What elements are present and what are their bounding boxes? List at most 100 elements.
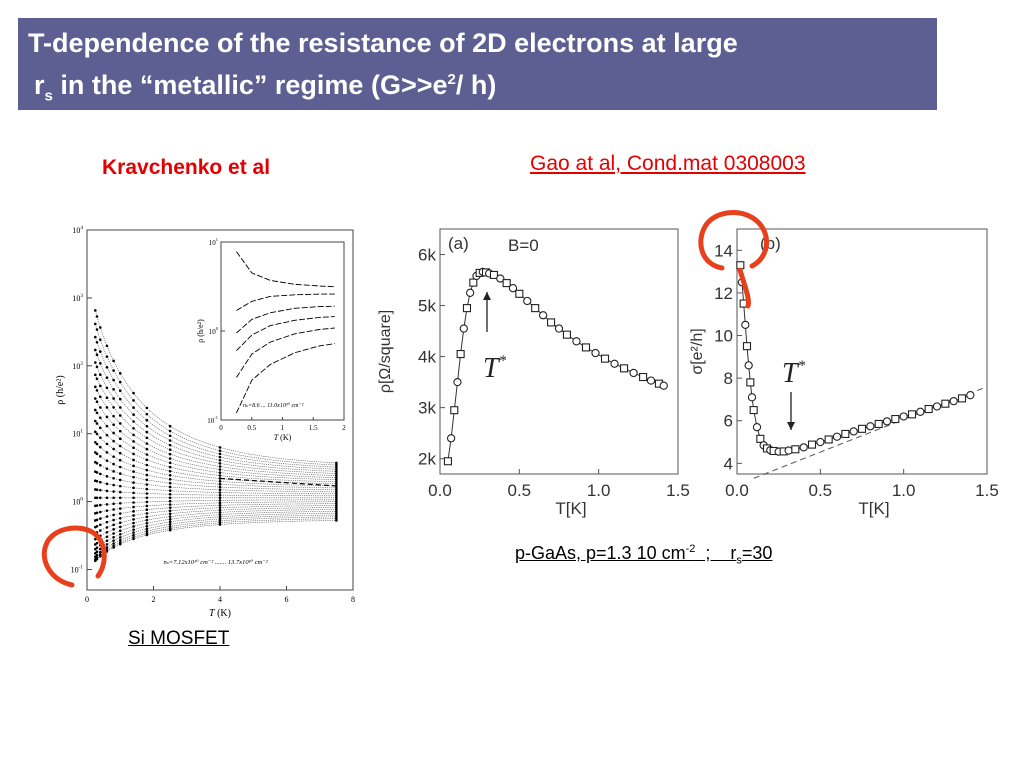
si-xtick-label-3: 6 (285, 595, 289, 604)
gaas-b-point-39 (966, 391, 975, 400)
si-point-11-6 (132, 501, 135, 504)
si-ytick-label-0: 104 (72, 225, 83, 235)
si-point-17-6 (132, 470, 135, 473)
gaas-a-xtick-label-2: 1.0 (587, 481, 611, 500)
si-point-28-9 (218, 449, 222, 452)
si-point-8-7 (145, 512, 149, 515)
inset-annotation: nₛ=8.6 ... 11.0x10¹⁰ cm⁻² (243, 402, 304, 409)
gaas-b-point-4 (742, 342, 752, 351)
gaas-a-ytick-label-4: 6k (418, 246, 436, 265)
right-caption: p-GaAs, p=1.3 10 cm-2 ; rs=30 (515, 543, 772, 567)
si-point-3-8 (168, 522, 172, 526)
si-point-10-4 (112, 508, 115, 511)
si-point-23-8 (168, 452, 172, 456)
si-xtick-label-0: 0 (85, 595, 89, 604)
si-point-11-7 (145, 500, 149, 504)
gaas-b-point-35 (932, 402, 942, 411)
si-curve-29 (95, 310, 337, 464)
si-point-3-10 (335, 513, 338, 517)
si-point-12-3 (105, 496, 109, 500)
gaas-a-point-4 (456, 350, 465, 359)
si-point-15-9 (218, 488, 222, 492)
inset-ytick-label-0-exp: 1 (216, 237, 218, 242)
gaas-b-xtick-label-2: 1.0 (892, 481, 916, 500)
si-point-11-4 (112, 502, 115, 506)
si-point-14-9 (218, 491, 222, 494)
gaas-a-xtick-label-1: 0.5 (508, 481, 532, 500)
si-point-21-5 (118, 437, 122, 440)
gaas-a-point-22 (547, 318, 556, 327)
title-post: / h) (455, 70, 497, 100)
si-point-20-3 (105, 433, 109, 437)
si-point-15-5 (118, 478, 122, 482)
gaas-a-point-16 (502, 279, 511, 288)
si-point-4-6 (132, 528, 135, 531)
gaas-a-tstar-arrowhead (483, 292, 491, 300)
si-point-20-8 (168, 465, 172, 469)
si-point-8-1 (95, 525, 99, 528)
si-point-29-9 (218, 446, 222, 449)
si-ytick-label-3-exp: 1 (80, 429, 83, 435)
si-point-22-10 (335, 476, 338, 479)
si-point-22-0 (94, 397, 97, 400)
si-point-24-5 (118, 414, 122, 417)
gaas-b-point-23 (832, 432, 842, 441)
gaas-a-ytick-label-1: 3k (418, 399, 436, 418)
si-point-23-0 (94, 385, 97, 389)
si-point-18-5 (118, 458, 122, 462)
si-point-18-8 (168, 474, 172, 477)
gaas-a-point-35 (659, 381, 668, 390)
gaas-a-point-7 (465, 288, 475, 297)
si-point-17-7 (145, 473, 149, 477)
si-point-27-10 (335, 465, 338, 469)
si-point-2-5 (118, 538, 122, 542)
si-point-29-5 (118, 372, 122, 375)
si-point-22-3 (105, 415, 109, 419)
si-point-24-7 (145, 436, 149, 440)
si-point-22-2 (99, 406, 102, 409)
si-point-12-1 (95, 496, 99, 500)
gaas-b-point-33 (916, 407, 925, 416)
si-point-26-0 (94, 348, 97, 352)
si-point-28-8 (168, 429, 172, 433)
gaas-b-ylabel: σ[e²/h] (689, 328, 706, 374)
slide-title-line2: rs in the “metallic” regime (G>>e2/ h) (34, 70, 496, 104)
gaas-a-tstar-t: T (483, 353, 501, 384)
si-point-21-1 (95, 411, 99, 415)
si-point-23-2 (99, 395, 102, 399)
si-point-19-1 (95, 432, 99, 436)
si-point-10-6 (132, 505, 135, 509)
si-curve-11 (95, 499, 337, 507)
si-point-8-9 (218, 506, 222, 510)
si-point-13-10 (335, 494, 338, 498)
si-point-28-2 (99, 338, 102, 341)
si-point-10-9 (218, 501, 222, 505)
si-point-7-5 (118, 521, 122, 525)
si-point-26-10 (335, 467, 338, 471)
gaas-a-point-26 (581, 343, 591, 352)
si-point-6-4 (112, 528, 115, 531)
title-r-sub: s (44, 87, 53, 105)
si-point-26-4 (112, 388, 115, 391)
si-point-27-0 (94, 335, 97, 339)
si-point-1-4 (112, 544, 115, 548)
si-point-2-6 (132, 533, 135, 537)
si-point-26-6 (132, 413, 135, 416)
si-xtick-label-1: 2 (152, 595, 156, 604)
si-point-28-5 (118, 380, 122, 384)
si-point-5-4 (112, 532, 115, 535)
si-point-24-8 (168, 448, 172, 451)
si-point-14-2 (99, 480, 102, 484)
gaas-b-point-21 (816, 437, 825, 447)
si-point-17-9 (218, 482, 222, 486)
gaas-b-point-28 (874, 419, 883, 428)
si-point-5-5 (118, 529, 122, 533)
inset-xtick-label-4: 2 (342, 424, 346, 432)
si-point-7-9 (218, 508, 222, 512)
si-annotation: nₛ=7.12x10¹⁰ cm⁻² ....... 13.7x10¹⁰ cm⁻² (163, 559, 268, 566)
gaas-b-xtick-label-0: 0.0 (725, 481, 749, 500)
si-point-29-3 (105, 344, 109, 348)
si-point-25-2 (99, 373, 102, 376)
si-curve-9 (95, 503, 337, 521)
